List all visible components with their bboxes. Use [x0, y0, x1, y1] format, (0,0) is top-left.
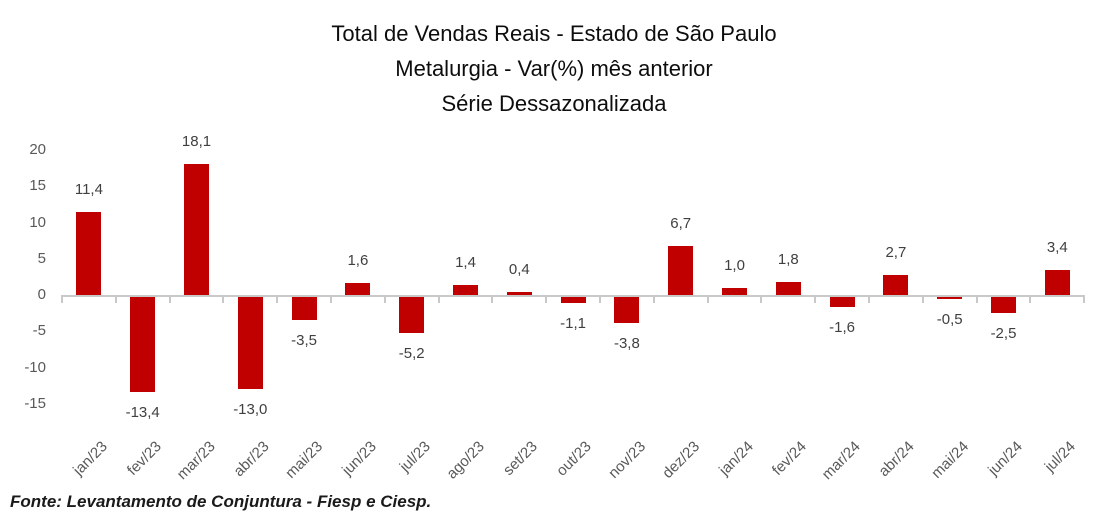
bar-value-label: -5,2: [398, 344, 425, 362]
x-axis-tick: [1083, 295, 1086, 303]
x-axis-category-label: fev/24: [769, 438, 811, 479]
bar: [184, 163, 209, 297]
x-axis-tick: [545, 295, 548, 303]
x-axis-tick: [868, 295, 870, 303]
bar-value-label: -2,5: [990, 325, 1017, 343]
bar: [291, 295, 317, 321]
y-axis-tick-label: -15: [24, 394, 46, 412]
bar-value-label: -1,1: [560, 314, 587, 332]
x-axis-category-label: jun/24: [984, 438, 1026, 479]
bar: [453, 284, 478, 297]
bar: [237, 295, 263, 390]
bar-value-label: 0,4: [508, 261, 530, 279]
bar-value-label: 1,6: [347, 252, 369, 270]
x-axis-category-label: mar/24: [819, 438, 865, 484]
bar-value-label: 11,4: [74, 181, 103, 199]
x-axis-tick: [975, 295, 978, 303]
x-axis-tick: [652, 295, 655, 303]
y-axis-tick-label: 15: [29, 177, 46, 195]
x-axis-tick: [168, 295, 171, 303]
bar-value-label: 1,8: [777, 250, 799, 268]
x-axis-tick: [276, 295, 279, 303]
bar-value-label: -13,4: [125, 404, 160, 422]
x-axis-category-label: abr/23: [230, 438, 273, 481]
x-axis-category-label: mai/23: [282, 438, 327, 482]
bar-value-label: -1,6: [829, 318, 856, 336]
y-axis-tick-label: 5: [37, 249, 46, 267]
bar: [506, 292, 532, 297]
x-axis-category-label: set/23: [500, 438, 542, 479]
x-axis-tick: [383, 295, 386, 303]
bar-value-label: 6,7: [670, 215, 692, 233]
bar: [560, 295, 586, 303]
x-axis-category-label: jul/24: [1041, 438, 1080, 476]
chart-title-line-3: Série Dessazonalizada: [441, 91, 667, 116]
x-axis-category-label: jan/24: [715, 438, 757, 479]
bar-value-label: 1,4: [455, 253, 476, 271]
bar-value-label: 1,0: [724, 256, 745, 274]
bar-value-label: -3,5: [291, 332, 318, 350]
x-axis-category-label: jan/23: [70, 438, 111, 479]
x-axis-category-label: mai/24: [927, 438, 972, 482]
bar-value-label: 18,1: [181, 132, 212, 150]
bar: [345, 283, 371, 297]
bar: [614, 295, 640, 323]
source-note: Fonte: Levantamento de Conjuntura - Fies…: [10, 492, 432, 511]
y-axis-tick-label: -5: [32, 322, 46, 340]
x-axis-category-label: mar/23: [173, 438, 219, 484]
y-axis-tick-label: 0: [37, 286, 46, 303]
bar-value-label: -0,5: [936, 310, 963, 328]
x-axis-tick: [114, 295, 117, 303]
bar: [829, 295, 855, 307]
x-axis-category-label: nov/23: [605, 438, 649, 482]
x-axis-category-label: dez/23: [658, 438, 703, 482]
bar-value-label: -3,8: [613, 334, 640, 352]
bar: [722, 287, 747, 297]
x-axis-tick: [706, 295, 709, 303]
x-axis-category-label: fev/23: [123, 438, 165, 479]
bar-value-label: 3,4: [1046, 239, 1068, 257]
x-axis-tick: [599, 295, 601, 303]
chart-title-line-1: Total de Vendas Reais - Estado de São Pa…: [331, 21, 777, 46]
x-axis-tick: [760, 295, 763, 303]
x-axis-line: [62, 295, 1085, 297]
bar-value-label: 2,7: [885, 244, 907, 262]
y-axis-tick-label: 20: [29, 141, 46, 158]
bar: [1044, 270, 1070, 297]
x-axis-tick: [814, 295, 817, 303]
chart-title: Total de Vendas Reais - Estado de São Pa…: [0, 16, 1108, 121]
y-axis-tick-label: -10: [24, 358, 46, 376]
bar: [991, 295, 1016, 314]
x-axis-tick: [61, 295, 63, 303]
x-axis-tick: [1029, 295, 1032, 303]
bar: [668, 246, 694, 297]
bar: [883, 275, 909, 297]
x-axis-category-label: jul/23: [396, 438, 434, 476]
x-axis-tick: [222, 295, 225, 303]
x-axis-category-label: abr/24: [875, 438, 918, 481]
chart-title-line-2: Metalurgia - Var(%) mês anterior: [395, 56, 713, 81]
x-axis-tick: [921, 295, 924, 303]
bar: [76, 212, 102, 297]
x-axis-category-label: ago/23: [443, 438, 488, 483]
bar: [130, 295, 156, 393]
x-axis-tick: [491, 295, 494, 303]
bar: [775, 281, 801, 297]
x-axis-category-label: out/23: [553, 438, 596, 480]
x-axis-tick: [330, 295, 332, 303]
y-axis-tick-label: 10: [29, 213, 46, 231]
bar: [399, 295, 425, 333]
bar-value-label: -13,0: [233, 401, 268, 419]
x-axis-tick: [437, 295, 440, 303]
x-axis-category-label: jun/23: [339, 438, 380, 479]
